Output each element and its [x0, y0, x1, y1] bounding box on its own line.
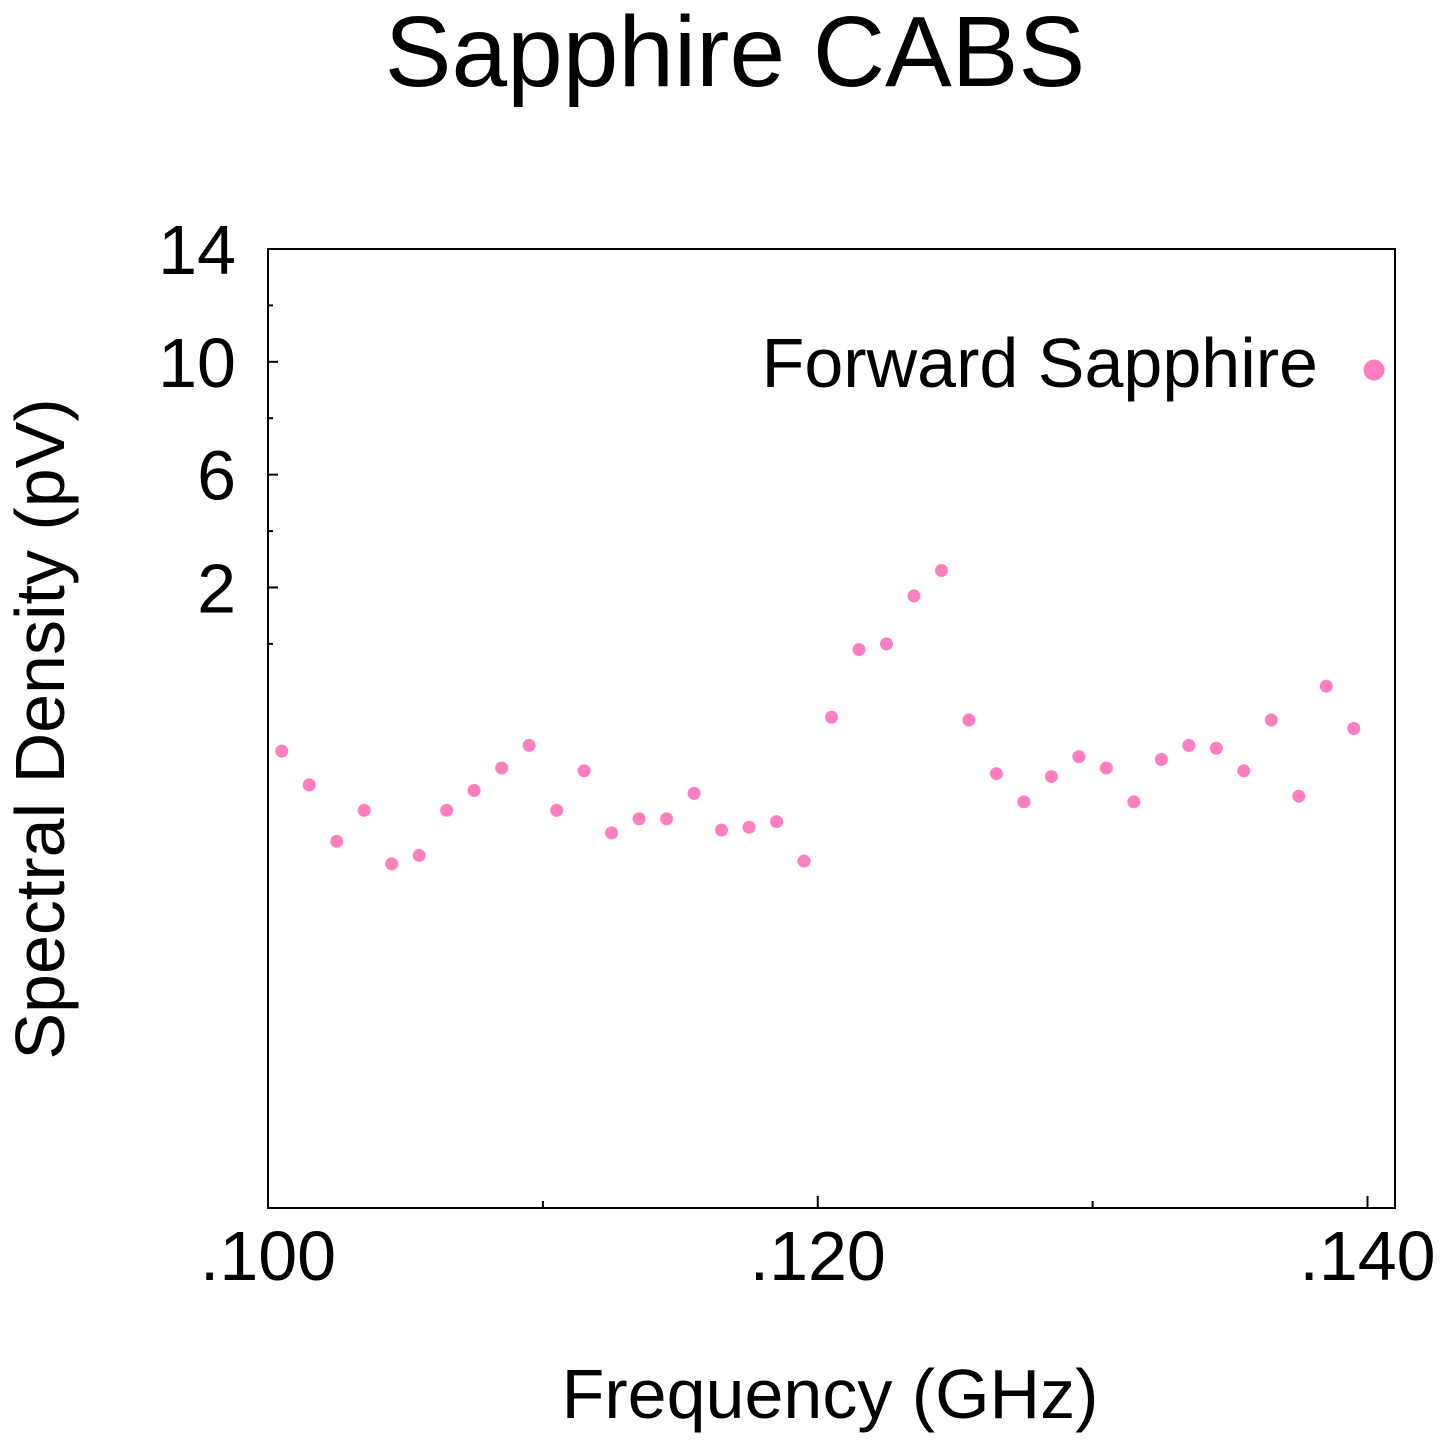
data-point [934, 564, 948, 578]
data-point [1209, 741, 1223, 755]
data-point [357, 803, 371, 817]
y-axis-label: Spectral Density (pV) [1, 398, 79, 1059]
data-point [605, 826, 619, 840]
data-point [1072, 750, 1086, 764]
data-point [1044, 769, 1058, 783]
data-point [1182, 738, 1196, 752]
x-tick-label: .120 [750, 1217, 886, 1295]
data-point [495, 761, 509, 775]
data-point [687, 786, 701, 800]
data-point [852, 643, 866, 657]
legend: Forward Sapphire [762, 324, 1385, 402]
data-point [715, 823, 729, 837]
data-point [1292, 789, 1306, 803]
x-tick-label: .100 [200, 1217, 336, 1295]
data-point [1154, 753, 1168, 767]
tick-labels: .100 .120 .140 14 10 6 2 [158, 211, 1436, 1295]
data-point [1319, 679, 1333, 693]
legend-label: Forward Sapphire [762, 324, 1318, 402]
data-point [825, 710, 838, 724]
data-points [275, 564, 1361, 871]
legend-marker [1363, 359, 1385, 381]
data-point [660, 812, 674, 826]
data-point [440, 803, 454, 817]
data-point [1099, 761, 1113, 775]
data-point [550, 803, 564, 817]
data-point [989, 767, 1003, 781]
data-point [1017, 795, 1031, 809]
data-point [467, 784, 481, 798]
data-point [907, 589, 921, 603]
x-axis-label: Frequency (GHz) [562, 1355, 1099, 1433]
data-point [522, 738, 536, 752]
x-tick-label: .140 [1299, 1217, 1435, 1295]
data-point [412, 848, 426, 862]
data-point [1264, 713, 1278, 727]
chart-title: Sapphire CABS [385, 0, 1085, 108]
y-tick-label: 2 [197, 549, 236, 627]
data-point [385, 857, 399, 871]
data-point [632, 812, 646, 826]
data-point [302, 778, 316, 792]
y-tick-label: 10 [158, 324, 236, 402]
data-point [742, 820, 756, 834]
plot-frame [267, 248, 1396, 1209]
data-point [1237, 764, 1251, 778]
data-point [770, 815, 784, 829]
data-point [879, 637, 893, 651]
data-point [797, 854, 811, 868]
data-point [1347, 722, 1361, 735]
axis-ticks [267, 248, 1369, 1208]
data-point [577, 764, 591, 778]
data-point [1127, 795, 1141, 809]
data-point [330, 834, 344, 848]
data-point [275, 744, 289, 758]
y-tick-label: 14 [158, 211, 236, 289]
y-tick-label: 6 [197, 437, 236, 515]
data-point [962, 713, 976, 727]
